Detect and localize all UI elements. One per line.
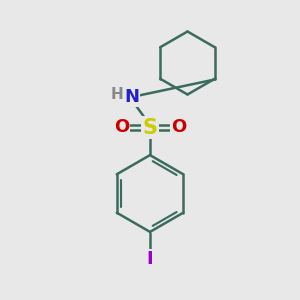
Text: O: O xyxy=(114,118,129,136)
Text: H: H xyxy=(111,87,123,102)
Text: O: O xyxy=(171,118,186,136)
Text: S: S xyxy=(142,118,158,137)
Text: N: N xyxy=(124,88,140,106)
Text: I: I xyxy=(147,250,153,268)
